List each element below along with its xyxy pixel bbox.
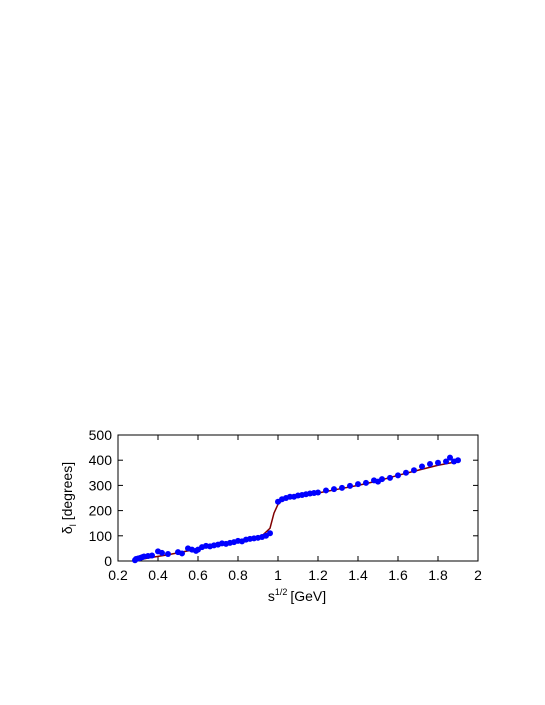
x-tick-label: 1 (274, 567, 282, 583)
data-point (363, 479, 369, 486)
data-point (427, 460, 433, 467)
x-axis-label: s1/2 [GeV] (268, 587, 326, 604)
data-point (447, 454, 453, 461)
x-tick-label: 2 (474, 567, 482, 583)
data-point (403, 469, 409, 476)
y-tick-label: 300 (89, 477, 113, 493)
data-point (315, 489, 321, 496)
data-point (339, 484, 345, 491)
plot-frame (117, 434, 479, 562)
y-label-subscript: l (68, 524, 78, 526)
x-tick-label: 0.2 (108, 567, 128, 583)
data-point (165, 550, 171, 557)
data-point (387, 474, 393, 481)
y-axis-label: δl [degrees] (59, 462, 78, 534)
data-point (395, 472, 401, 479)
fit-line (133, 460, 459, 562)
x-tick-label: 1.8 (428, 567, 448, 583)
data-point (149, 552, 155, 559)
x-tick-label: 1.4 (348, 567, 368, 583)
x-label-superscript: 1/2 (275, 587, 288, 597)
x-tick-label: 1.6 (388, 567, 408, 583)
x-tick-label: 1.2 (308, 567, 328, 583)
data-point (323, 487, 329, 494)
y-tick-label: 100 (89, 528, 113, 544)
data-point (159, 549, 165, 556)
data-point (331, 486, 337, 493)
y-tick-label: 400 (89, 452, 113, 468)
x-label-text: [GeV] (290, 588, 326, 604)
y-label-symbol: δ (59, 526, 75, 534)
data-point (347, 482, 353, 489)
data-point (355, 481, 361, 488)
y-tick-label: 500 (89, 427, 113, 443)
data-point (379, 476, 385, 483)
x-tick-label: 0.6 (188, 567, 208, 583)
data-point (455, 457, 461, 464)
y-tick-label: 200 (89, 503, 113, 519)
data-point (179, 550, 185, 557)
y-label-text: [degrees] (59, 462, 75, 520)
x-tick-label: 0.8 (228, 567, 248, 583)
x-label-symbol: s (268, 588, 275, 604)
data-point (443, 458, 449, 465)
data-point (411, 467, 417, 474)
data-point (435, 459, 441, 466)
data-point (419, 463, 425, 470)
x-tick-label: 0.4 (148, 567, 168, 583)
y-tick-label: 0 (104, 553, 112, 569)
data-point (267, 530, 273, 537)
